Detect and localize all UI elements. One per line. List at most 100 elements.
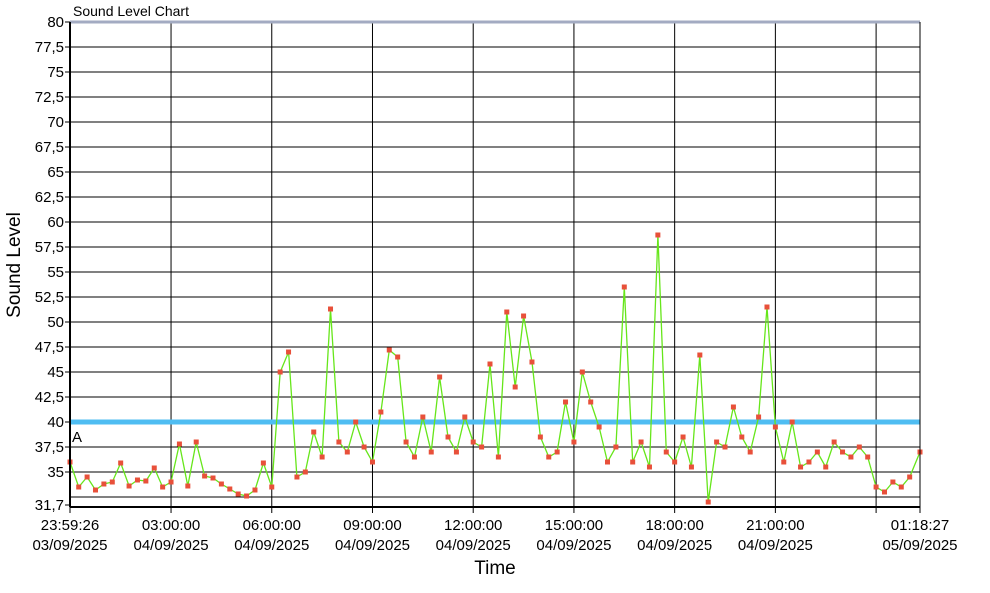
data-point (185, 483, 191, 489)
data-point (244, 493, 250, 499)
y-tick-label: 60 (47, 214, 64, 231)
x-tick-time: 18:00:00 (645, 517, 703, 534)
x-tick-date: 04/09/2025 (738, 537, 813, 554)
y-tick-label: 37,5 (35, 439, 64, 456)
data-point (311, 429, 317, 435)
data-point (302, 469, 308, 475)
y-tick-label: 40 (47, 414, 64, 431)
data-point (672, 459, 678, 465)
y-tick-label: 45 (47, 364, 64, 381)
data-point (898, 484, 904, 490)
data-point (873, 484, 879, 490)
data-point (764, 304, 770, 310)
data-point (881, 489, 887, 495)
data-point (160, 484, 166, 490)
data-point (286, 349, 292, 355)
data-point (76, 484, 82, 490)
x-tick-time: 15:00:00 (545, 517, 603, 534)
y-tick-label: 77,5 (35, 39, 64, 56)
x-tick-date: 04/09/2025 (637, 537, 712, 554)
data-point (655, 232, 661, 238)
data-point (487, 361, 493, 367)
data-point (369, 459, 375, 465)
data-point (495, 454, 501, 460)
data-point (579, 369, 585, 375)
data-point (663, 449, 669, 455)
data-point (353, 419, 359, 425)
data-point (277, 369, 283, 375)
data-point (403, 439, 409, 445)
y-tick-label: 57,5 (35, 239, 64, 256)
data-point (613, 444, 619, 450)
data-point (336, 439, 342, 445)
data-point (890, 479, 896, 485)
x-axis: 23:59:26 03/09/2025 03:00:00 04/09/2025 06:0… (32, 505, 958, 554)
x-axis-label: Time (474, 558, 516, 579)
series-line (69, 234, 921, 503)
data-point (521, 313, 527, 319)
data-point (101, 481, 107, 487)
y-tick-label: 70 (47, 114, 64, 131)
y-tick-label: 31,7 (35, 497, 64, 514)
chart-title: Sound Level Chart (73, 3, 189, 19)
data-point (193, 439, 199, 445)
y-tick-label: 72,5 (35, 89, 64, 106)
data-point (865, 454, 871, 460)
data-point (386, 347, 392, 353)
x-tick-time: 23:59:26 (41, 517, 99, 534)
x-tick-date: 04/09/2025 (234, 537, 309, 554)
x-tick-time: 01:18:27 (891, 517, 949, 534)
data-point (227, 486, 233, 492)
x-tick-time: 12:00:00 (444, 517, 502, 534)
x-tick-date: 04/09/2025 (436, 537, 511, 554)
data-point (588, 399, 594, 405)
data-point (344, 449, 350, 455)
x-tick-time: 03:00:00 (142, 517, 200, 534)
data-point (294, 474, 300, 480)
data-point (537, 434, 543, 440)
x-tick-date: 03/09/2025 (32, 537, 107, 554)
data-point (772, 424, 778, 430)
data-point (630, 459, 636, 465)
y-tick-label: 62,5 (35, 189, 64, 206)
data-point (840, 449, 846, 455)
data-point (218, 481, 224, 487)
threshold-label: A (72, 429, 82, 446)
data-point (168, 479, 174, 485)
data-point (269, 484, 275, 490)
data-point (176, 441, 182, 447)
data-point (437, 374, 443, 380)
data-point (84, 474, 90, 480)
data-point (134, 477, 140, 483)
data-point (109, 479, 115, 485)
data-point (453, 449, 459, 455)
data-point (680, 434, 686, 440)
data-point (328, 306, 334, 312)
data-point (605, 459, 611, 465)
data-point (479, 444, 485, 450)
data-point (739, 434, 745, 440)
data-point (235, 491, 241, 497)
x-tick-date: 04/09/2025 (536, 537, 611, 554)
data-point (747, 449, 753, 455)
data-point (730, 404, 736, 410)
data-point (596, 424, 602, 430)
data-point (504, 309, 510, 315)
data-point (781, 459, 787, 465)
data-point (420, 414, 426, 420)
data-point (210, 475, 216, 481)
data-point (378, 409, 384, 415)
data-point (529, 359, 535, 365)
data-point (361, 444, 367, 450)
data-point (831, 439, 837, 445)
x-tick-date: 04/09/2025 (335, 537, 410, 554)
y-tick-label: 55 (47, 264, 64, 281)
y-tick-label: 35 (47, 464, 64, 481)
y-tick-label: 50 (47, 314, 64, 331)
data-point (798, 464, 804, 470)
data-point (428, 449, 434, 455)
x-tick-date: 04/09/2025 (134, 537, 209, 554)
data-point (848, 454, 854, 460)
data-point (92, 487, 98, 493)
